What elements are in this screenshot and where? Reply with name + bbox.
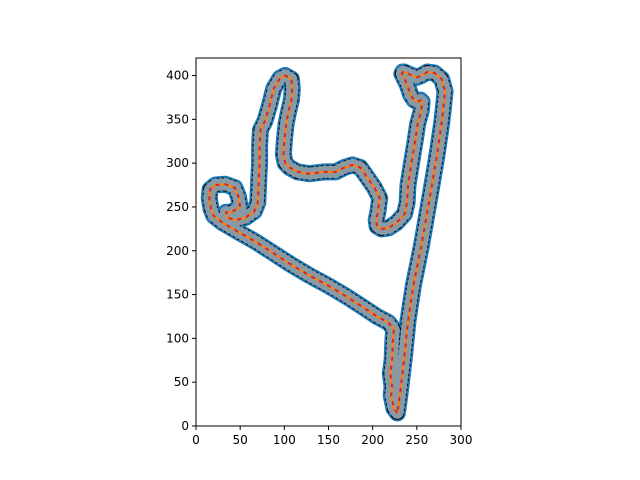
y-tick-label: 100 [166,331,189,345]
y-tick-label: 200 [166,244,189,258]
track-dashed-line [208,71,447,414]
y-tick-label: 50 [174,375,189,389]
x-tick-label: 200 [361,433,384,447]
y-tick-label: 0 [181,419,189,433]
x-tick-label: 100 [273,433,296,447]
x-tick-label: 300 [450,433,473,447]
x-axis: 0 50 100 150 200 250 300 [192,426,472,447]
y-tick-label: 300 [166,156,189,170]
x-tick-label: 50 [233,433,248,447]
y-tick-label: 250 [166,200,189,214]
y-tick-label: 150 [166,288,189,302]
y-tick-label: 350 [166,112,189,126]
y-tick-label: 400 [166,69,189,83]
x-tick-label: 150 [317,433,340,447]
x-tick-label: 0 [192,433,200,447]
x-tick-label: 250 [405,433,428,447]
plot-area [200,63,454,422]
y-axis: 0 50 100 150 200 250 300 350 400 [166,69,196,433]
